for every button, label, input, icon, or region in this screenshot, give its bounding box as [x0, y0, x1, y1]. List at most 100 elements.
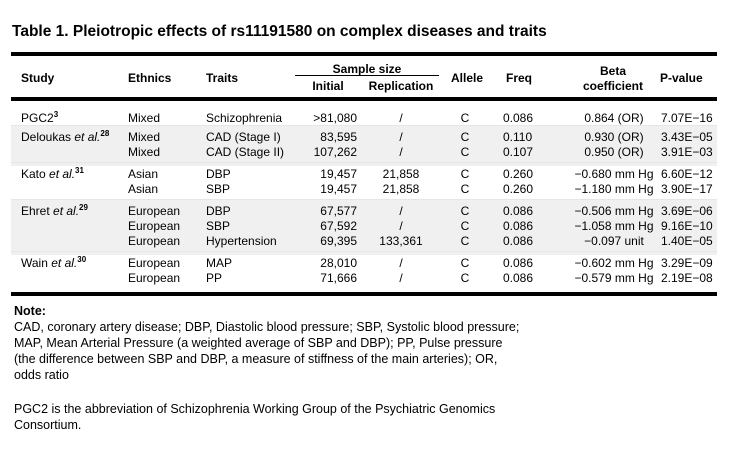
allele-cell: C	[460, 111, 470, 125]
pvalue-cell: 7.07E−16	[661, 111, 713, 125]
beta-cell: 0.930 (OR)	[584, 130, 644, 144]
header-sample-size: Sample size	[332, 62, 402, 76]
initial-cell: 67,577	[320, 204, 357, 218]
beta-cell: −0.097 unit	[584, 234, 644, 248]
replication-cell: /	[399, 130, 403, 144]
study-name: Wain	[21, 256, 52, 270]
pvalue-cell: 3.91E−03	[661, 145, 713, 159]
replication-cell: /	[399, 219, 403, 233]
allele-cell: C	[460, 182, 470, 196]
reference-superscript: 28	[100, 129, 110, 138]
initial-cell: 71,666	[320, 271, 357, 285]
header-ethnics: Ethnics	[128, 71, 172, 85]
trait-cell: SBP	[206, 182, 231, 196]
ethnics-cell: Asian	[128, 182, 159, 196]
ethnics-cell: European	[128, 204, 181, 218]
pvalue-cell: 2.19E−08	[661, 271, 713, 285]
pvalue-cell: 3.69E−06	[661, 204, 713, 218]
freq-cell: 0.086	[503, 111, 534, 125]
study-name: Kato	[21, 167, 50, 181]
pvalue-cell: 3.43E−05	[661, 130, 713, 144]
header-pvalue: P-value	[660, 71, 703, 85]
reference-superscript: 31	[75, 166, 84, 175]
ethnics-cell: Mixed	[128, 111, 161, 125]
pgc2-note-line: Consortium.	[14, 418, 82, 432]
ethnics-cell: Asian	[128, 167, 159, 181]
replication-cell: /	[399, 204, 403, 218]
sample-size-subrule	[295, 75, 439, 76]
replication-cell: 133,361	[379, 234, 423, 248]
initial-cell: >81,080	[313, 111, 357, 125]
header-allele: Allele	[451, 71, 484, 85]
beta-cell: −0.680 mm Hg	[574, 167, 654, 181]
beta-cell: −0.602 mm Hg	[574, 256, 654, 270]
trait-cell: CAD (Stage I)	[206, 130, 281, 144]
replication-cell: 21,858	[382, 167, 420, 181]
ethnics-cell: European	[128, 234, 181, 248]
study-name: Ehret	[21, 204, 54, 218]
allele-cell: C	[460, 219, 470, 233]
group-separator	[11, 199, 717, 200]
study-cell: Wain et al.30	[21, 255, 87, 271]
study-cell: Deloukas et al.28	[21, 129, 110, 145]
trait-cell: SBP	[206, 219, 231, 233]
study-etal: et al.	[74, 130, 101, 144]
beta-cell: −1.058 mm Hg	[574, 219, 654, 233]
trait-cell: Schizophrenia	[206, 111, 283, 125]
beta-cell: −1.180 mm Hg	[574, 182, 654, 196]
replication-cell: /	[399, 111, 403, 125]
freq-cell: 0.260	[503, 167, 534, 181]
header-replication: Replication	[368, 79, 434, 93]
trait-cell: MAP	[206, 256, 233, 270]
ethnics-cell: Mixed	[128, 145, 161, 159]
initial-cell: 19,457	[320, 167, 357, 181]
pvalue-cell: 3.90E−17	[661, 182, 713, 196]
freq-cell: 0.086	[503, 256, 534, 270]
study-etal: et al.	[49, 167, 76, 181]
replication-cell: 21,858	[382, 182, 420, 196]
group-separator	[11, 125, 717, 126]
beta-cell: −0.579 mm Hg	[574, 271, 654, 285]
trait-cell: PP	[206, 271, 223, 285]
freq-cell: 0.260	[503, 182, 534, 196]
reference-superscript: 30	[77, 255, 87, 264]
table-header-rule	[11, 97, 717, 101]
note-line: CAD, coronary artery disease; DBP, Diast…	[14, 320, 520, 334]
shaded-group-band	[11, 126, 717, 166]
allele-cell: C	[460, 130, 470, 144]
table-top-rule	[11, 52, 717, 56]
shaded-group-band	[11, 200, 717, 255]
pvalue-cell: 3.29E−09	[661, 256, 713, 270]
allele-cell: C	[460, 271, 470, 285]
pvalue-cell: 1.40E−05	[661, 234, 713, 248]
study-name: PGC2	[21, 111, 54, 125]
freq-cell: 0.086	[503, 234, 534, 248]
beta-cell: −0.506 mm Hg	[574, 204, 654, 218]
replication-cell: /	[399, 271, 403, 285]
table-bottom-rule	[11, 292, 717, 296]
initial-cell: 83,595	[320, 130, 357, 144]
freq-cell: 0.086	[503, 271, 534, 285]
pgc2-note-line: PGC2 is the abbreviation of Schizophreni…	[14, 402, 496, 416]
replication-cell: /	[399, 145, 403, 159]
freq-cell: 0.086	[503, 204, 534, 218]
pvalue-cell: 6.60E−12	[661, 167, 713, 181]
trait-cell: DBP	[206, 204, 231, 218]
header-traits: Traits	[206, 71, 239, 85]
note-line: MAP, Mean Arterial Pressure (a weighted …	[14, 336, 503, 350]
initial-cell: 107,262	[313, 145, 357, 159]
allele-cell: C	[460, 204, 470, 218]
header-beta-line2: coefficient	[582, 79, 643, 93]
header-freq: Freq	[506, 71, 533, 85]
table-title: Table 1. Pleiotropic effects of rs111915…	[12, 23, 547, 40]
header-beta-line1: Beta	[599, 64, 626, 78]
study-cell: Kato et al.31	[21, 166, 84, 182]
allele-cell: C	[460, 145, 470, 159]
study-etal: et al.	[51, 256, 78, 270]
allele-cell: C	[460, 167, 470, 181]
header-initial: Initial	[312, 79, 344, 93]
initial-cell: 69,395	[320, 234, 357, 248]
allele-cell: C	[460, 256, 470, 270]
ethnics-cell: European	[128, 271, 181, 285]
study-cell: PGC23	[21, 111, 58, 126]
